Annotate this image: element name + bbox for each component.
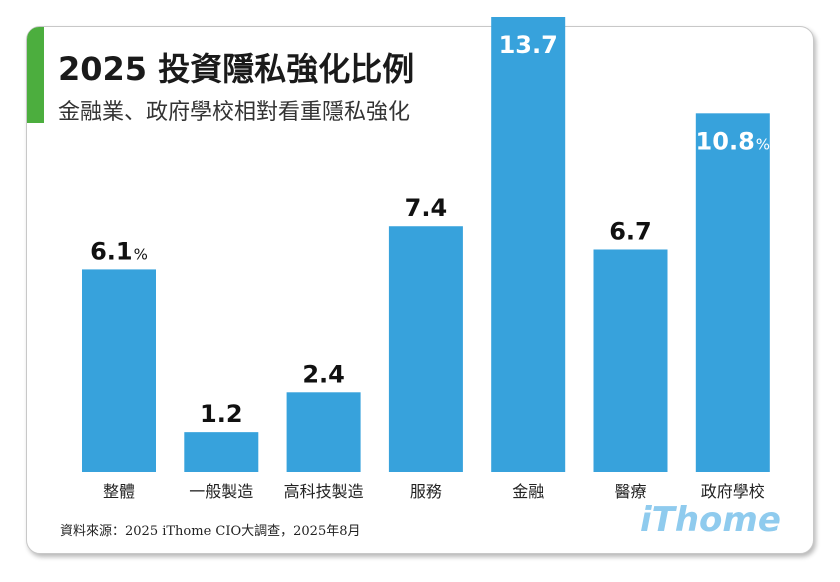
bar-2 bbox=[286, 392, 361, 472]
value-label-5: 6.7 bbox=[609, 217, 652, 245]
bar-5 bbox=[593, 249, 668, 472]
bar-3 bbox=[388, 226, 463, 472]
category-label-5: 醫療 bbox=[614, 482, 646, 501]
value-label-1: 1.2 bbox=[200, 400, 243, 428]
ithome-logo: iThome bbox=[640, 500, 781, 540]
category-label-1: 一般製造 bbox=[189, 482, 253, 501]
bar-6 bbox=[695, 113, 770, 472]
bar-4 bbox=[491, 17, 566, 472]
category-label-6: 政府學校 bbox=[701, 482, 765, 501]
value-label-3: 7.4 bbox=[405, 194, 448, 222]
category-label-4: 金融 bbox=[512, 482, 544, 501]
chart-subtitle: 金融業、政府學校相對看重隱私強化 bbox=[58, 100, 411, 125]
category-label-0: 整體 bbox=[103, 482, 135, 501]
source-note: 資料來源：2025 iThome CIO大調查，2025年8月 bbox=[60, 524, 361, 539]
value-label-2: 2.4 bbox=[302, 360, 345, 388]
bar-0 bbox=[82, 269, 156, 472]
chart-title: 2025 投資隱私強化比例 bbox=[58, 50, 415, 88]
category-label-3: 服務 bbox=[410, 482, 442, 501]
title-accent-bar bbox=[27, 27, 44, 123]
value-label-0: 6.1% bbox=[90, 237, 148, 265]
category-label-2: 高科技製造 bbox=[284, 482, 364, 501]
bar-1 bbox=[184, 432, 259, 472]
value-label-4: 13.7 bbox=[499, 31, 558, 59]
